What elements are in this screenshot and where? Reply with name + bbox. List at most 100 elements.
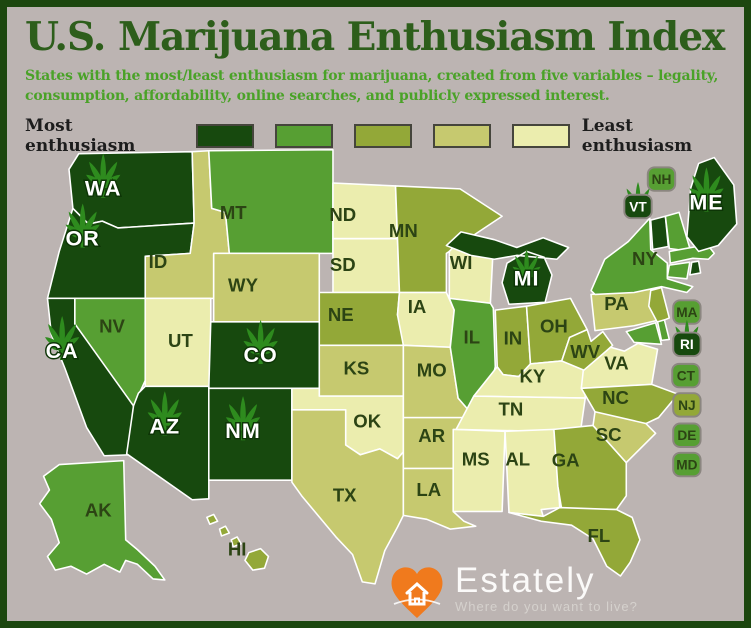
state-label-ca: CA	[46, 339, 79, 363]
marijuana-leaf-icon-or	[65, 203, 100, 248]
legend-least-label: Least enthusiasm	[581, 115, 693, 156]
legend-swatches	[195, 123, 570, 148]
state-de	[656, 319, 671, 342]
badge-md: MD	[672, 451, 702, 478]
legend-swatch-5	[511, 123, 570, 148]
badge-ma: MA	[672, 299, 702, 325]
state-fl	[508, 506, 641, 577]
state-label-oh: OH	[540, 316, 568, 337]
state-label-ak: AK	[85, 499, 112, 520]
state-sc	[592, 410, 657, 464]
estately-logo: Estately Where do you want to live?	[389, 563, 638, 621]
marijuana-leaf-icon-nm	[225, 396, 261, 441]
state-label-ga: GA	[552, 450, 580, 471]
state-label-wv: WV	[570, 341, 601, 362]
badge-nh: NH	[646, 166, 677, 192]
badge-label-ri: RI	[680, 337, 694, 352]
marijuana-leaf-icon-ca	[45, 315, 80, 361]
state-hi	[206, 513, 270, 571]
state-tx	[291, 409, 405, 585]
legend-swatch-1	[195, 123, 254, 148]
state-ak	[38, 459, 166, 581]
badge-label-ma: MA	[676, 305, 697, 320]
legend-most-label: Most enthusiasm	[25, 115, 136, 156]
state-label-ok: OK	[353, 410, 381, 431]
state-label-wi: WI	[450, 252, 473, 273]
state-ct	[666, 261, 691, 280]
house-roof-icon	[405, 581, 429, 595]
state-label-mo: MO	[417, 360, 447, 381]
legend-swatch-2	[274, 123, 333, 148]
logo-tagline: Where do you want to live?	[455, 599, 638, 614]
subtitle-line-2: consumption, affordability, online searc…	[25, 88, 610, 105]
state-label-il: IL	[464, 326, 481, 347]
state-label-mi: MI	[514, 267, 540, 291]
state-label-me: ME	[689, 190, 723, 214]
state-label-ia: IA	[408, 296, 427, 317]
house-door-icon	[414, 597, 420, 605]
subtitle: States with the most/least enthusiasm fo…	[25, 66, 744, 107]
state-label-pa: PA	[604, 293, 628, 314]
subtitle-line-1: States with the most/least enthusiasm fo…	[25, 67, 719, 84]
state-ri	[689, 260, 702, 276]
state-label-az: AZ	[149, 414, 180, 438]
badge-nj: NJ	[672, 392, 702, 418]
marijuana-leaf-icon-mi	[512, 249, 541, 286]
legend-swatch-3	[353, 123, 412, 148]
state-label-mt: MT	[220, 202, 247, 223]
state-mn	[394, 185, 503, 294]
horizon-curve	[393, 598, 441, 605]
state-label-id: ID	[149, 251, 168, 272]
state-label-al: AL	[505, 449, 530, 470]
header: U.S. Marijuana Enthusiasm Index States w…	[7, 17, 744, 156]
state-label-mn: MN	[389, 220, 418, 241]
state-label-sc: SC	[596, 424, 622, 445]
us-map: WA OR CA NV ID MT WY UT CO AZ NM ND SD NE KS OK TX MN IA MO…	[38, 148, 738, 585]
badge-label-md: MD	[676, 457, 697, 472]
state-label-nv: NV	[99, 316, 125, 337]
state-label-va: VA	[604, 353, 628, 374]
badge-vt: VT	[623, 182, 653, 220]
state-label-ks: KS	[344, 358, 370, 379]
state-label-ny: NY	[632, 248, 658, 269]
badge-label-vt: VT	[629, 199, 647, 214]
state-az	[125, 385, 210, 501]
state-label-la: LA	[416, 479, 441, 500]
state-label-or: OR	[66, 227, 100, 251]
badge-ct: CT	[671, 362, 701, 389]
state-md	[625, 322, 663, 346]
state-label-nm: NM	[225, 419, 260, 443]
badge-de: DE	[672, 422, 702, 448]
badge-label-nh: NH	[652, 172, 672, 187]
state-label-ms: MS	[462, 449, 490, 470]
state-label-nd: ND	[329, 204, 356, 225]
state-label-sd: SD	[330, 254, 356, 275]
legend: Most enthusiasm Least enthusiasm	[25, 116, 744, 156]
badge-label-nj: NJ	[678, 398, 695, 413]
marijuana-leaf-icon-az	[147, 391, 182, 436]
state-label-tn: TN	[499, 399, 524, 420]
state-label-hi: HI	[228, 538, 247, 559]
state-label-wa: WA	[85, 177, 122, 201]
badge-label-de: DE	[677, 428, 696, 443]
marijuana-leaf-icon-wa	[86, 153, 121, 198]
state-ms	[452, 428, 506, 513]
logo-brand: Estately	[455, 561, 596, 600]
state-label-ut: UT	[168, 330, 193, 351]
badge-label-ct: CT	[677, 368, 696, 383]
page-title: U.S. Marijuana Enthusiasm Index	[25, 14, 725, 60]
state-label-wy: WY	[228, 275, 259, 296]
marijuana-leaf-icon-co	[243, 319, 278, 364]
state-label-fl: FL	[588, 525, 611, 546]
state-label-nc: NC	[602, 387, 629, 408]
heart-house-icon	[391, 567, 443, 618]
state-mi	[445, 231, 570, 306]
state-label-tx: TX	[333, 485, 357, 506]
house-body-icon	[408, 592, 426, 606]
state-label-co: CO	[244, 343, 278, 367]
legend-swatch-4	[432, 123, 491, 148]
state-label-in: IN	[504, 327, 523, 348]
marijuana-leaf-icon-me	[689, 167, 724, 212]
state-label-ky: KY	[520, 365, 546, 386]
